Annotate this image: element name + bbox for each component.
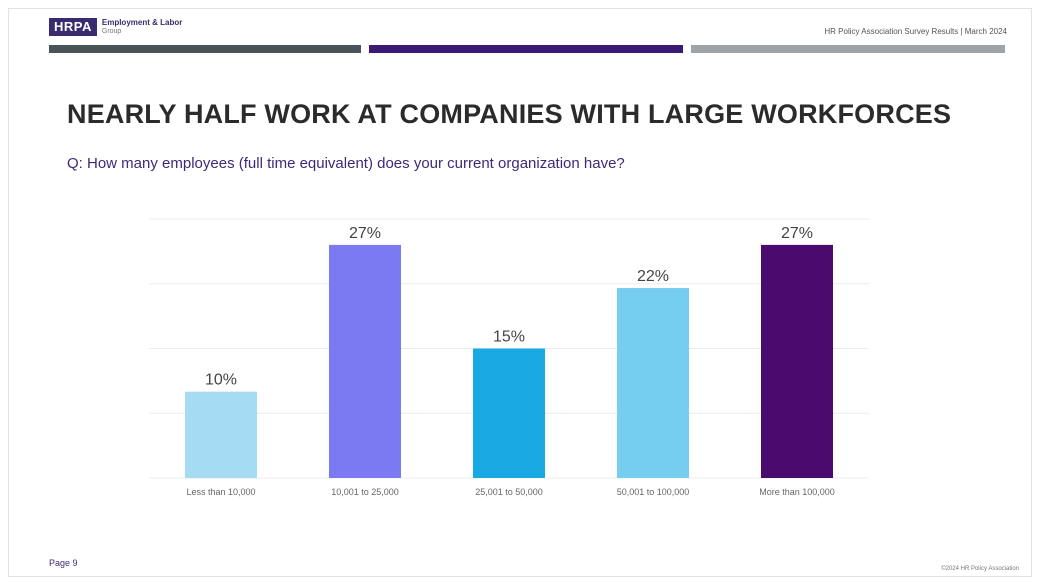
data-label: 22% [637,268,669,285]
logo-mark: HRPA [49,18,97,36]
bar [617,288,689,478]
logo-org-name: Employment & Labor Group [102,18,182,36]
bar [473,348,545,478]
report-info: HR Policy Association Survey Results | M… [824,27,1007,36]
data-label: 27% [781,225,813,242]
copyright: ©2024 HR Policy Association [941,566,1019,572]
category-label: 25,001 to 50,000 [475,487,543,497]
header-stripe-2 [369,45,683,53]
category-label: More than 100,000 [759,487,835,497]
category-label: Less than 10,000 [186,487,255,497]
data-label: 27% [349,225,381,242]
survey-question: Q: How many employees (full time equival… [67,155,625,172]
page-number: Page 9 [49,558,78,568]
slide-title: NEARLY HALF WORK AT COMPANIES WITH LARGE… [67,99,952,129]
logo-line-2: Group [101,28,122,35]
data-label: 10% [205,372,237,389]
category-label: 50,001 to 100,000 [617,487,690,497]
hrpa-logo: HRPA Employment & Labor Group [49,17,182,37]
header-stripe-3 [691,45,1005,53]
bar-chart: 10% Less than 10,000 27% 10,001 to 25,000 15… [149,218,869,497]
logo-line-1: Employment & Labor [101,18,183,27]
slide: HRPA Employment & Labor Group HR Policy … [8,8,1032,577]
bar [329,244,401,478]
header-stripe-1 [49,45,361,53]
data-label: 15% [493,329,525,346]
bar [185,391,257,478]
category-label: 10,001 to 25,000 [331,487,399,497]
bar [761,244,833,478]
